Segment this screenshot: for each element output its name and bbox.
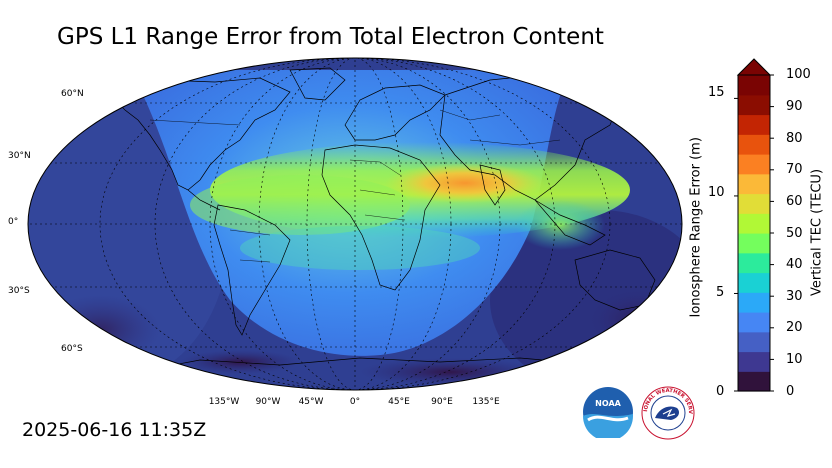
country-borders: [149, 109, 561, 263]
tec-tick-50: 50: [786, 226, 803, 241]
timestamp: 2025-06-16 11:35Z: [22, 419, 207, 441]
tec-tick-70: 70: [786, 162, 803, 177]
tec-tick-100: 100: [786, 67, 811, 82]
tec-tick-10: 10: [786, 352, 803, 367]
tec-tick-0: 0: [786, 384, 795, 399]
colorbar-band: [738, 252, 770, 274]
colorbar-band: [738, 233, 770, 254]
colorbar-band: [738, 371, 770, 392]
tec-tick-30: 30: [786, 289, 803, 304]
lat-label-60n: 60°N: [61, 89, 84, 99]
colorbar-band: [738, 312, 770, 333]
nws-logo: NATIONAL WEATHER SERVICE: [639, 382, 695, 440]
colorbar-band: [738, 173, 770, 195]
chart-title: GPS L1 Range Error from Total Electron C…: [57, 24, 604, 50]
colorbar-band: [738, 351, 770, 372]
tec-tick-20: 20: [786, 320, 803, 335]
lon-label-45e: 45°E: [388, 397, 410, 407]
colorbar-band: [738, 75, 770, 96]
colorbar-extend-arrow: [736, 58, 772, 76]
noaa-logo: NOAA: [582, 386, 634, 441]
africa-coast: [321, 144, 441, 291]
colorbar-band: [738, 134, 770, 155]
tec-tick-80: 80: [786, 131, 803, 146]
tec-tick-60: 60: [786, 194, 803, 209]
lon-label-45w: 45°W: [298, 397, 324, 407]
lat-label-30n: 30°N: [8, 151, 31, 161]
colorbar-band: [738, 331, 770, 353]
lat-label-30s: 30°S: [8, 286, 30, 296]
colorbar-band: [738, 272, 770, 293]
greenland-coast: [289, 67, 346, 101]
colorbar-band: [738, 292, 770, 313]
south-america-coast: [213, 204, 291, 336]
range-error-axis-label: Ionosphere Range Error (m): [688, 137, 704, 318]
tec-tick-40: 40: [786, 257, 803, 272]
colorbar-band: [738, 114, 770, 135]
lon-label-90w: 90°W: [255, 397, 281, 407]
range-error-tick-5: 5: [716, 285, 725, 300]
lon-label-135e: 135°E: [472, 397, 500, 407]
colorbar-band: [738, 154, 770, 175]
range-error-tick-10: 10: [708, 185, 725, 200]
lat-label-equator: 0°: [8, 217, 19, 227]
range-error-tick-0: 0: [716, 384, 725, 399]
range-error-tick-15: 15: [708, 85, 725, 100]
lat-label-60s: 60°S: [61, 344, 83, 354]
globe-outline: [27, 57, 683, 391]
colorbar-band: [738, 213, 770, 234]
india-coast: [479, 164, 506, 206]
tec-tick-90: 90: [786, 99, 803, 114]
central-america-coast: [187, 189, 221, 211]
tec-axis-label: Vertical TEC (TECU): [809, 168, 825, 297]
lon-label-135w: 135°W: [208, 397, 240, 407]
noaa-logo-text: NOAA: [595, 399, 621, 408]
lon-label-90e: 90°E: [431, 397, 453, 407]
europe-coast: [344, 84, 446, 141]
lon-label-0: 0°: [349, 397, 361, 407]
colorbar-bands: [738, 75, 770, 392]
southeast-asia-coast: [534, 199, 606, 246]
colorbar-band: [738, 193, 770, 214]
colorbar-band: [738, 94, 770, 116]
colorbar-ticks: [734, 74, 774, 392]
